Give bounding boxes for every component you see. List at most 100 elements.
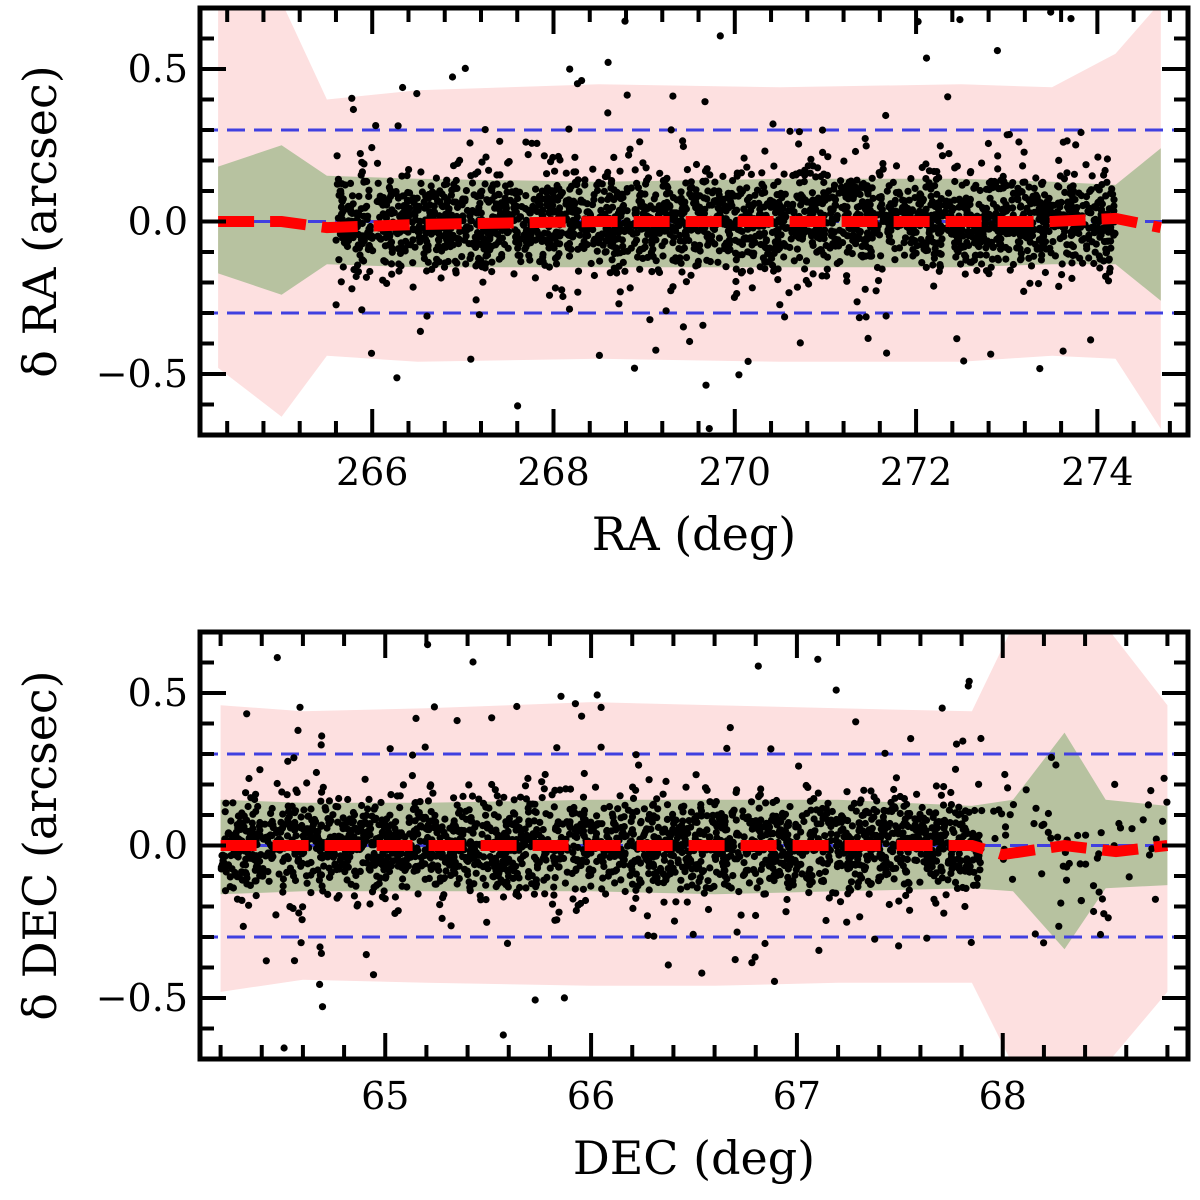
data-point bbox=[545, 291, 554, 299]
data-point bbox=[289, 904, 297, 913]
data-point bbox=[648, 240, 656, 248]
data-point bbox=[1071, 196, 1079, 204]
data-point bbox=[1009, 260, 1018, 269]
data-point bbox=[608, 177, 616, 185]
data-point bbox=[466, 838, 475, 846]
data-point bbox=[363, 202, 371, 210]
data-point bbox=[392, 818, 400, 826]
data-point bbox=[488, 268, 496, 276]
data-point bbox=[283, 791, 291, 799]
data-point bbox=[314, 866, 322, 874]
data-point bbox=[633, 229, 641, 237]
data-point bbox=[804, 783, 812, 792]
data-point bbox=[229, 799, 237, 807]
data-point bbox=[698, 209, 706, 217]
data-point bbox=[557, 190, 565, 198]
data-point bbox=[743, 184, 751, 192]
data-point bbox=[687, 823, 695, 831]
data-point bbox=[1070, 170, 1078, 178]
data-point bbox=[634, 882, 642, 890]
data-point bbox=[579, 885, 588, 893]
data-point bbox=[876, 171, 884, 179]
data-point bbox=[317, 822, 325, 831]
data-point bbox=[365, 192, 373, 200]
data-point bbox=[591, 783, 600, 791]
data-point bbox=[573, 833, 581, 842]
data-point bbox=[630, 364, 639, 372]
data-point bbox=[612, 268, 620, 276]
data-point bbox=[1027, 232, 1035, 241]
data-point bbox=[1039, 239, 1047, 248]
data-point bbox=[606, 192, 614, 200]
data-point bbox=[1042, 202, 1050, 210]
data-point bbox=[892, 822, 900, 830]
data-point bbox=[961, 814, 969, 823]
data-point bbox=[761, 939, 769, 948]
data-point bbox=[597, 743, 605, 751]
data-point bbox=[784, 873, 792, 881]
data-point bbox=[407, 241, 415, 249]
data-point bbox=[936, 142, 944, 150]
data-point bbox=[416, 798, 424, 806]
data-point bbox=[495, 869, 503, 877]
data-point bbox=[703, 195, 711, 203]
data-point bbox=[1003, 131, 1011, 139]
data-point bbox=[447, 922, 455, 930]
data-point bbox=[783, 895, 791, 904]
data-point bbox=[820, 170, 828, 178]
data-point bbox=[612, 866, 621, 874]
data-point bbox=[409, 283, 417, 291]
data-point bbox=[663, 182, 671, 190]
data-point bbox=[876, 850, 884, 859]
data-point bbox=[654, 266, 662, 274]
data-point bbox=[890, 875, 898, 883]
data-point bbox=[1077, 128, 1085, 137]
data-point bbox=[365, 795, 373, 804]
data-point bbox=[852, 807, 860, 815]
data-point bbox=[792, 823, 800, 831]
data-point bbox=[409, 259, 417, 267]
data-point bbox=[470, 191, 478, 199]
data-point bbox=[645, 870, 653, 878]
data-point bbox=[698, 868, 707, 876]
data-point bbox=[780, 253, 788, 261]
data-point bbox=[865, 890, 873, 898]
data-point bbox=[524, 151, 532, 159]
data-point bbox=[864, 198, 872, 206]
data-point bbox=[1058, 260, 1066, 268]
data-point bbox=[1110, 196, 1118, 204]
data-point bbox=[829, 889, 837, 897]
data-point bbox=[458, 253, 466, 261]
data-point bbox=[748, 959, 756, 967]
data-point bbox=[388, 244, 396, 252]
data-point bbox=[572, 906, 580, 915]
data-point bbox=[670, 819, 678, 828]
data-point bbox=[985, 186, 993, 194]
data-point bbox=[856, 799, 864, 807]
data-point bbox=[947, 801, 956, 809]
data-point bbox=[442, 867, 450, 875]
data-point bbox=[547, 197, 556, 206]
data-point bbox=[733, 172, 741, 180]
data-point bbox=[320, 862, 328, 870]
data-point bbox=[850, 799, 859, 808]
data-point bbox=[481, 264, 489, 272]
data-point bbox=[1043, 216, 1051, 224]
data-point bbox=[543, 189, 551, 197]
data-point bbox=[722, 215, 730, 223]
data-point bbox=[654, 823, 663, 832]
data-point bbox=[502, 881, 510, 889]
data-point bbox=[942, 197, 950, 205]
data-point bbox=[575, 188, 583, 196]
data-point bbox=[631, 166, 639, 174]
data-point bbox=[806, 881, 814, 889]
data-point bbox=[678, 803, 686, 811]
data-point bbox=[1016, 256, 1025, 264]
data-point bbox=[785, 207, 793, 215]
data-point bbox=[770, 977, 779, 986]
data-point bbox=[317, 949, 325, 958]
data-point bbox=[742, 866, 750, 875]
data-point bbox=[436, 187, 444, 195]
data-point bbox=[683, 898, 691, 906]
data-point bbox=[454, 240, 463, 248]
